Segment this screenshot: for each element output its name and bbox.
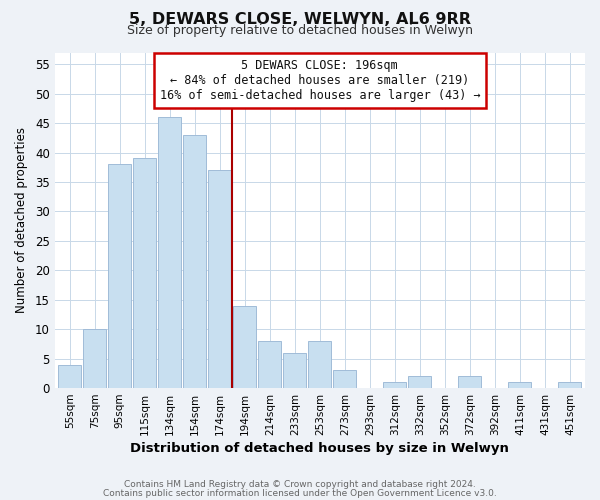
Bar (259, 341, 281, 388)
Bar (133, 158, 156, 388)
Text: Contains HM Land Registry data © Crown copyright and database right 2024.: Contains HM Land Registry data © Crown c… (124, 480, 476, 489)
Text: Size of property relative to detached houses in Welwyn: Size of property relative to detached ho… (127, 24, 473, 37)
Bar (283, 352, 307, 388)
Text: Contains public sector information licensed under the Open Government Licence v3: Contains public sector information licen… (103, 488, 497, 498)
Text: 5, DEWARS CLOSE, WELWYN, AL6 9RR: 5, DEWARS CLOSE, WELWYN, AL6 9RR (129, 12, 471, 28)
X-axis label: Distribution of detached houses by size in Welwyn: Distribution of detached houses by size … (130, 442, 509, 455)
Bar (409, 376, 431, 388)
Bar (183, 135, 206, 388)
Bar (58, 364, 81, 388)
Bar (158, 118, 181, 388)
Bar (508, 382, 532, 388)
Bar (334, 370, 356, 388)
Bar (458, 376, 481, 388)
Bar (208, 170, 231, 388)
Bar (383, 382, 406, 388)
Text: 5 DEWARS CLOSE: 196sqm
← 84% of detached houses are smaller (219)
16% of semi-de: 5 DEWARS CLOSE: 196sqm ← 84% of detached… (160, 59, 480, 102)
Y-axis label: Number of detached properties: Number of detached properties (15, 128, 28, 314)
Bar (233, 306, 256, 388)
Bar (83, 329, 106, 388)
Bar (108, 164, 131, 388)
Bar (559, 382, 581, 388)
Bar (308, 341, 331, 388)
